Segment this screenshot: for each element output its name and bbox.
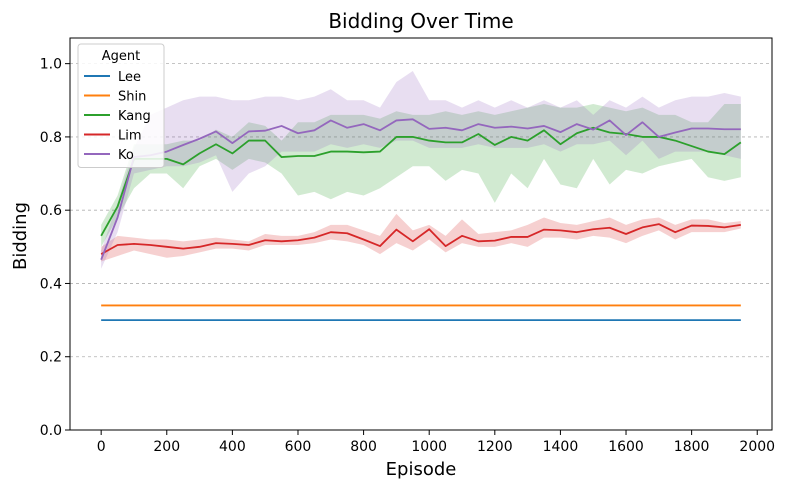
legend-label-shin: Shin (118, 90, 146, 105)
y-tick-label: 0.8 (40, 130, 62, 146)
x-axis-label: Episode (386, 459, 457, 480)
band-ko (101, 70, 741, 269)
legend-label-ko: Ko (118, 148, 134, 163)
band-kang (101, 103, 741, 247)
y-axis-label: Bidding (10, 202, 31, 270)
legend-box (77, 43, 165, 168)
x-tick-label: 1600 (608, 439, 644, 455)
x-tick-label: 600 (285, 439, 312, 455)
x-tick-label: 800 (350, 439, 377, 455)
legend-title: Agent (102, 49, 140, 64)
series-line-lim (100, 223, 741, 255)
y-tick-label: 0.6 (40, 203, 62, 219)
x-tick-label: 1000 (411, 439, 447, 455)
x-tick-label: 200 (153, 439, 180, 455)
x-axis-ticks: 0 200 400 600 800 1000 1200 1400 1600 1800 2000 (97, 430, 775, 455)
y-tick-label: 0.0 (40, 423, 62, 439)
legend-label-lee: Lee (118, 70, 141, 85)
legend: Agent Lee Shin Kang Lim Ko (77, 43, 165, 168)
x-tick-label: 2000 (739, 439, 775, 455)
legend-entries: Lee Shin Kang Lim Ko (84, 70, 151, 163)
y-tick-label: 0.4 (40, 276, 62, 292)
chart-title: Bidding Over Time (328, 9, 513, 33)
confidence-bands (101, 70, 741, 269)
series-line-ko (100, 118, 741, 260)
series-line-kang (100, 126, 742, 237)
plot-frame (69, 37, 773, 431)
y-tick-label: 1.0 (40, 57, 62, 73)
x-tick-label: 0 (97, 439, 106, 455)
legend-label-kang: Kang (118, 109, 151, 124)
legend-label-lim: Lim (118, 129, 142, 144)
y-axis-ticks: 0.0 0.2 0.4 0.6 0.8 1.0 (40, 57, 70, 439)
x-tick-label: 1800 (674, 439, 710, 455)
x-tick-label: 1200 (477, 439, 513, 455)
series-lines (100, 118, 742, 321)
band-lim (101, 213, 741, 262)
x-tick-label: 400 (219, 439, 246, 455)
x-tick-label: 1400 (543, 439, 579, 455)
y-tick-label: 0.2 (40, 350, 62, 366)
